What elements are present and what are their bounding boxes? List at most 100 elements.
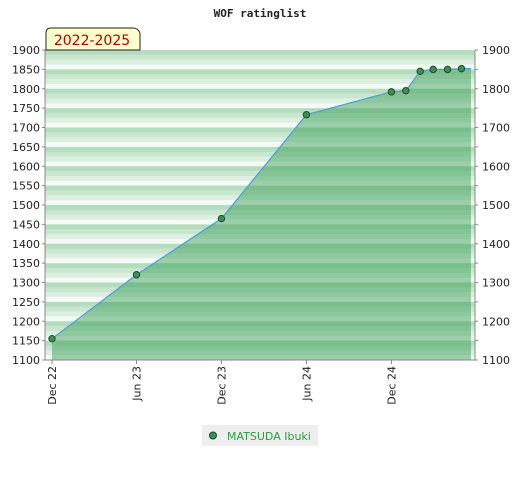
legend-box: [202, 425, 318, 446]
y-tick-label: 1250: [12, 296, 40, 309]
background-band: [45, 321, 475, 327]
x-tick-label: Jun 24: [300, 366, 313, 402]
data-point[interactable]: [443, 65, 452, 74]
y-tick-label: 1550: [12, 180, 40, 193]
background-band: [45, 93, 475, 99]
background-band: [45, 287, 475, 293]
x-axis-labels: Dec 22 Jun 23 Dec 23 Jun 24 Dec 24: [46, 366, 398, 405]
background-band: [45, 200, 475, 206]
data-point[interactable]: [457, 64, 466, 73]
chart-title: WOF ratinglist: [214, 7, 307, 20]
y-tick-label-right: 1500: [482, 199, 510, 212]
background-band: [45, 54, 475, 60]
background-band: [45, 171, 475, 177]
data-point[interactable]: [217, 214, 226, 223]
y-tick-label: 1600: [12, 160, 40, 173]
y-tick-label-right: 1600: [482, 160, 510, 173]
background-band: [45, 69, 475, 75]
y-tick-label: 1700: [12, 122, 40, 135]
background-band: [45, 272, 475, 278]
y-tick-label: 1350: [12, 257, 40, 270]
background-band: [45, 282, 475, 288]
background-band: [45, 180, 475, 186]
background-band: [45, 345, 475, 351]
x-tick-label: Dec 23: [215, 366, 228, 405]
background-band: [45, 267, 475, 274]
background-band: [45, 74, 475, 80]
background-band: [45, 292, 475, 298]
data-point[interactable]: [302, 111, 311, 119]
y-tick-label-right: 1800: [482, 83, 510, 96]
background-band: [45, 350, 475, 356]
background-band: [45, 306, 475, 312]
y-tick-label: 1450: [12, 218, 40, 231]
data-point[interactable]: [416, 67, 424, 76]
period-badge: 2022-2025: [45, 27, 141, 51]
background-band: [45, 224, 475, 230]
background-band: [45, 117, 475, 123]
axes: [42, 49, 478, 364]
period-label: 2022-2025: [54, 33, 130, 49]
background-band: [45, 258, 475, 264]
background-band: [45, 253, 475, 259]
y-tick-label-right: 1300: [482, 277, 510, 290]
background-band: [45, 59, 475, 65]
background-band: [45, 214, 475, 220]
background-band: [45, 132, 475, 138]
x-tick-label: Dec 24: [385, 366, 398, 405]
background-band: [45, 243, 475, 249]
background-band: [45, 103, 475, 109]
background-band: [45, 156, 475, 162]
legend[interactable]: MATSUDA Ibuki: [202, 425, 318, 446]
y-axis-right-labels: 1100 1200 1300 1400 1500 1600 1700 1800 1900: [482, 44, 510, 367]
y-tick-label: 1150: [12, 335, 40, 348]
y-tick-label-right: 1200: [482, 315, 510, 328]
background-band: [45, 83, 475, 90]
background-band: [45, 166, 475, 172]
data-point[interactable]: [429, 65, 437, 74]
data-point[interactable]: [387, 88, 396, 96]
background-band: [45, 146, 475, 153]
background-band: [45, 98, 475, 104]
background-band: [45, 161, 475, 167]
background-band: [45, 301, 475, 308]
background-band: [45, 238, 475, 245]
legend-marker: [209, 431, 217, 440]
background-band: [45, 151, 475, 157]
background-band: [45, 79, 475, 85]
background-band: [45, 277, 475, 283]
data-point[interactable]: [48, 334, 56, 343]
background-band: [45, 326, 475, 332]
y-tick-label-right: 1100: [482, 354, 510, 367]
background-band: [45, 316, 475, 322]
y-tick-label-right: 1700: [482, 122, 510, 135]
background-band: [45, 340, 475, 346]
background-band: [45, 229, 475, 235]
background-band: [45, 330, 475, 337]
background-band: [45, 127, 475, 133]
background-band: [45, 190, 475, 196]
data-point[interactable]: [402, 86, 410, 95]
y-tick-label: 1750: [12, 102, 40, 115]
background-band: [45, 137, 475, 143]
period-badge-box: [45, 27, 141, 51]
data-point[interactable]: [132, 271, 141, 279]
plot-background-bands: [45, 50, 475, 361]
background-band: [45, 263, 475, 269]
y-tick-label: 1650: [12, 141, 40, 154]
background-band: [45, 248, 475, 254]
series-area-layer: [52, 68, 471, 360]
background-band: [45, 219, 475, 225]
series-markers: [48, 64, 466, 343]
y-tick-label: 1800: [12, 83, 40, 96]
series-area-matsuda-ibuki: [52, 68, 471, 360]
x-tick-label: Jun 23: [131, 366, 144, 402]
y-tick-label: 1400: [12, 238, 40, 251]
background-band: [45, 209, 475, 215]
y-tick-label: 1100: [12, 354, 40, 367]
y-tick-label: 1500: [12, 199, 40, 212]
background-band: [45, 112, 475, 119]
legend-series-label: MATSUDA Ibuki: [227, 430, 311, 443]
y-tick-label: 1200: [12, 315, 40, 328]
